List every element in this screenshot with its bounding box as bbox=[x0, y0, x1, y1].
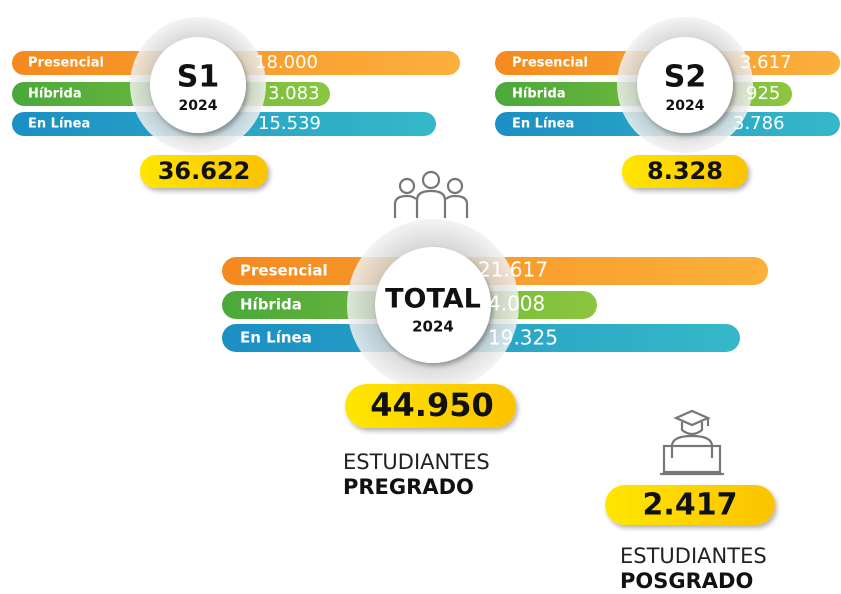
year: 2024 bbox=[179, 98, 218, 114]
s2-block: Presencial Híbrida En Línea S2 2024 3.61… bbox=[495, 17, 840, 188]
total-pill bbox=[622, 155, 748, 188]
year: 2024 bbox=[666, 98, 705, 114]
people-icon bbox=[393, 170, 469, 218]
total-value: 2.417 bbox=[643, 488, 738, 523]
row-value: 18.000 bbox=[255, 52, 318, 73]
row-label: Híbrida bbox=[240, 296, 302, 314]
s1-block: Presencial Híbrida En Línea S1 2024 18.0… bbox=[12, 17, 460, 188]
row-value: 19.325 bbox=[488, 326, 558, 350]
row-label: En Línea bbox=[240, 329, 312, 347]
year: 2024 bbox=[412, 318, 454, 336]
total-pill bbox=[140, 155, 268, 188]
row-value: 4.008 bbox=[488, 292, 545, 316]
row-value: 21.617 bbox=[478, 258, 548, 282]
semester-title: S2 bbox=[664, 60, 706, 95]
circle bbox=[375, 247, 491, 363]
row-label: En Línea bbox=[512, 117, 574, 132]
row-label: Híbrida bbox=[512, 87, 566, 102]
total-value: 8.328 bbox=[647, 157, 723, 185]
total-value: 44.950 bbox=[370, 386, 493, 424]
row-label: Presencial bbox=[512, 56, 588, 71]
total-value: 36.622 bbox=[158, 157, 251, 185]
row-label: En Línea bbox=[28, 117, 90, 132]
graduate-icon bbox=[660, 409, 724, 476]
row-label: Híbrida bbox=[28, 87, 82, 102]
circle bbox=[150, 37, 246, 133]
semester-title: S1 bbox=[177, 60, 219, 95]
row-value: 3.083 bbox=[268, 83, 320, 104]
row-label: Presencial bbox=[28, 56, 104, 71]
caption-line1: ESTUDIANTES bbox=[343, 450, 490, 474]
total-pill bbox=[605, 485, 775, 525]
caption-line2: POSGRADO bbox=[620, 569, 753, 593]
row-value: 925 bbox=[746, 83, 780, 104]
caption-line2: PREGRADO bbox=[343, 475, 474, 499]
row-value: 3.617 bbox=[740, 52, 792, 73]
circle bbox=[637, 37, 733, 133]
total-block: Presencial Híbrida En Línea TOTAL 2024 2… bbox=[222, 219, 768, 499]
total-title: TOTAL bbox=[385, 284, 481, 315]
row-label: Presencial bbox=[240, 262, 328, 280]
caption-line1: ESTUDIANTES bbox=[620, 544, 767, 568]
posgrado-block: 2.417 ESTUDIANTES POSGRADO bbox=[605, 485, 775, 593]
row-value: 3.786 bbox=[733, 113, 785, 134]
row-value: 15.539 bbox=[258, 113, 321, 134]
total-pill bbox=[345, 384, 516, 428]
